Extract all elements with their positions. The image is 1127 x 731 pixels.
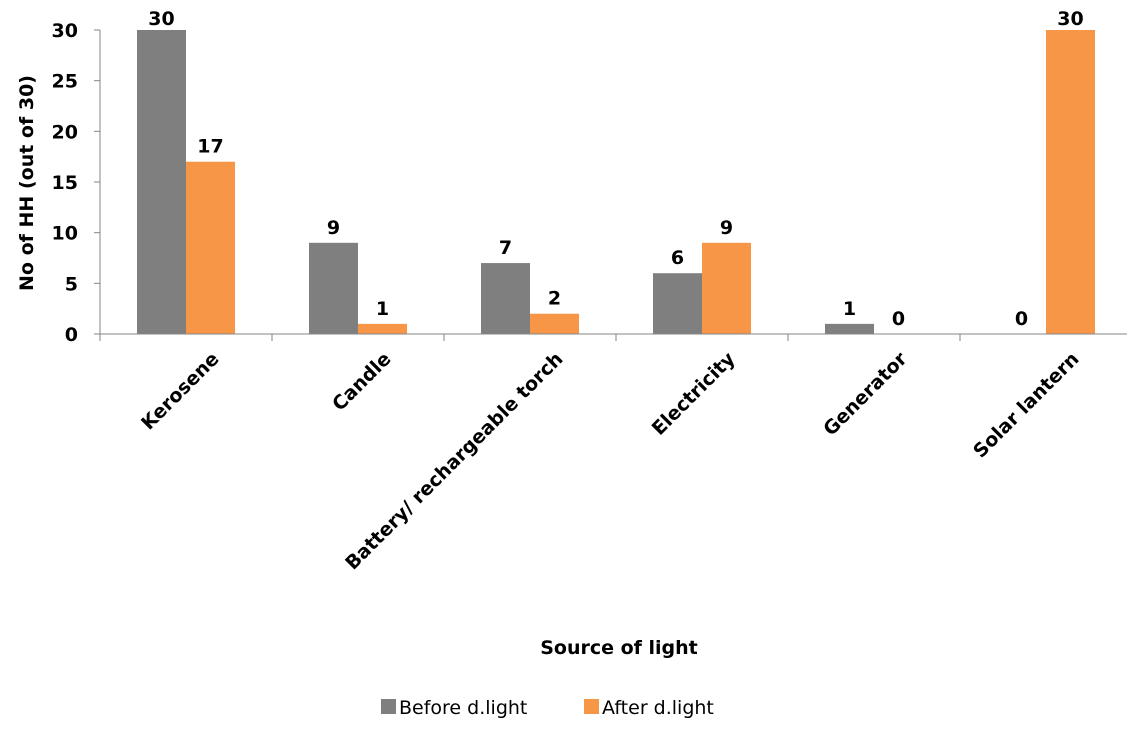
data-label: 17 <box>197 136 223 158</box>
data-label: 7 <box>499 237 512 259</box>
bar <box>309 242 358 334</box>
bar <box>825 323 874 334</box>
y-tick-label: 30 <box>52 20 78 42</box>
data-label: 0 <box>892 308 905 330</box>
data-label: 30 <box>148 8 174 30</box>
x-tick-label: Electricity <box>648 348 740 440</box>
legend-label: After d.light <box>602 697 714 719</box>
x-axis-title: Source of light <box>540 637 698 659</box>
y-axis-title: No of HH (out of 30) <box>16 75 38 291</box>
bar <box>358 323 407 334</box>
bar <box>653 273 702 334</box>
y-tick-label: 25 <box>52 71 78 93</box>
data-label: 6 <box>671 247 684 269</box>
bar <box>137 30 186 334</box>
y-tick-label: 5 <box>65 273 78 295</box>
legend-label: Before d.light <box>399 697 527 719</box>
legend-swatch <box>381 699 396 714</box>
x-tick-label: Candle <box>328 348 395 415</box>
data-label: 2 <box>548 288 561 310</box>
data-label: 1 <box>843 298 856 320</box>
bar <box>702 242 751 334</box>
x-tick-label: Generator <box>819 348 912 441</box>
data-label: 0 <box>1015 308 1028 330</box>
bars <box>137 30 1095 334</box>
bar <box>481 263 530 334</box>
bar <box>530 313 579 334</box>
legend-swatch <box>584 699 599 714</box>
x-tick-label: Kerosene <box>137 348 223 434</box>
data-label: 9 <box>327 217 340 239</box>
y-axis: 0 5 10 15 20 25 30 <box>52 20 100 346</box>
x-tick-label: Solar lantern <box>969 348 1083 462</box>
y-tick-label: 15 <box>52 172 78 194</box>
y-tick-label: 0 <box>65 324 78 346</box>
data-label: 30 <box>1057 8 1083 30</box>
bar <box>1046 30 1095 334</box>
y-tick-label: 10 <box>52 223 78 245</box>
y-tick-label: 20 <box>52 121 78 143</box>
bar <box>186 161 235 334</box>
data-label: 9 <box>720 217 733 239</box>
data-label: 1 <box>376 298 389 320</box>
data-labels: 30 9 7 6 1 0 17 1 2 9 0 30 <box>148 8 1083 330</box>
legend: Before d.light After d.light <box>381 697 714 719</box>
